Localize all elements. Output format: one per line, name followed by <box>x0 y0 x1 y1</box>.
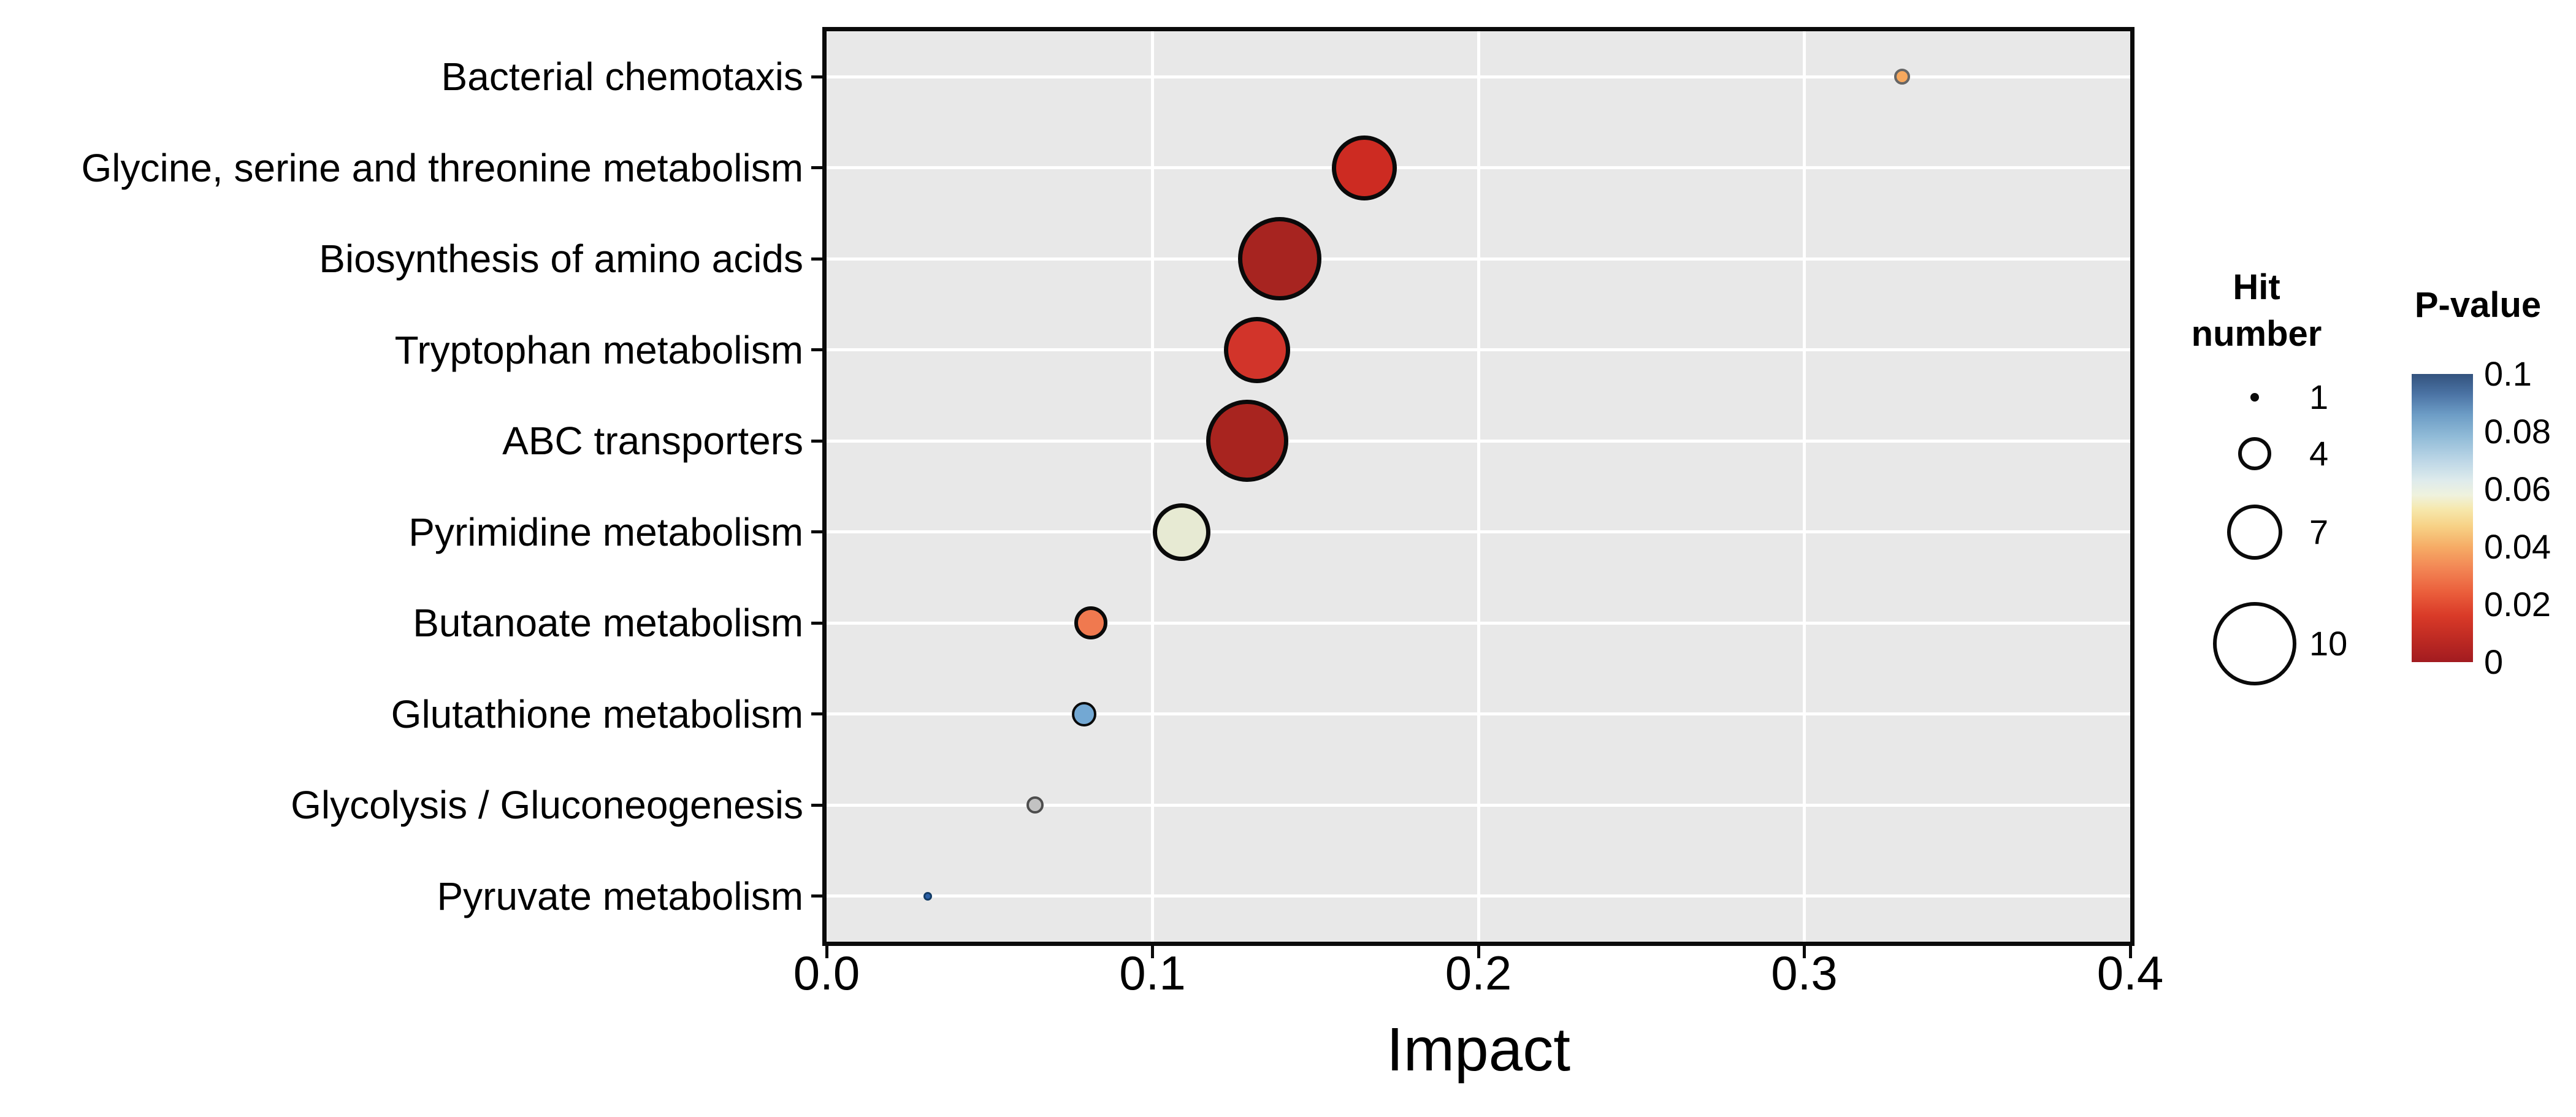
color-legend-title: P-value <box>2414 285 2542 325</box>
y-axis-tick <box>811 439 822 443</box>
y-axis-label: Pyruvate metabolism <box>437 874 803 918</box>
x-axis-tick <box>1477 946 1480 958</box>
x-axis-tick <box>1151 946 1154 958</box>
pathway-bubble <box>1237 217 1321 301</box>
pathway-bubble <box>1026 796 1044 814</box>
y-axis-tick <box>811 621 822 625</box>
y-axis-label: Biosynthesis of amino acids <box>319 237 803 281</box>
y-axis-label: Glycine, serine and threonine metabolism <box>81 145 804 190</box>
y-axis-label: ABC transporters <box>502 419 803 463</box>
pathway-bubble <box>1223 316 1290 383</box>
gridline-vertical <box>1151 31 1154 942</box>
size-legend-title-line1: Hit <box>2233 267 2280 307</box>
size-legend-value: 4 <box>2309 434 2329 473</box>
pathway-bubble <box>923 891 932 901</box>
colorbar-tick-label: 0.1 <box>2484 354 2532 393</box>
y-axis-label: Pyrimidine metabolism <box>408 509 803 554</box>
y-axis-label: Bacterial chemotaxis <box>441 55 803 99</box>
y-axis-tick <box>811 894 822 898</box>
x-axis-title: Impact <box>1386 1015 1571 1084</box>
size-legend-title-line2: number <box>2191 314 2322 354</box>
gridline-vertical <box>1803 31 1806 942</box>
x-axis-tick-label: 0.4 <box>2096 946 2164 1000</box>
y-axis-tick <box>811 712 822 716</box>
y-axis-label: Glutathione metabolism <box>391 692 803 736</box>
x-axis-tick-label: 0.1 <box>1119 946 1186 1000</box>
x-axis-tick <box>825 946 828 958</box>
colorbar-tick-label: 0.08 <box>2484 412 2551 451</box>
y-axis-tick <box>811 166 822 170</box>
y-axis-tick <box>811 348 822 352</box>
y-axis-tick <box>811 803 822 807</box>
colorbar-tick-label: 0 <box>2484 642 2504 681</box>
y-axis-label: Glycolysis / Gluconeogenesis <box>291 783 803 828</box>
pathway-bubble <box>1153 503 1211 561</box>
x-axis-tick <box>2128 946 2132 958</box>
y-axis-tick <box>811 257 822 261</box>
y-axis-label: Tryptophan metabolism <box>394 327 803 372</box>
pathway-bubble <box>1071 701 1096 726</box>
x-axis-tick <box>1803 946 1806 958</box>
x-axis-tick-label: 0.3 <box>1771 946 1838 1000</box>
colorbar-tick-label: 0.04 <box>2484 527 2551 566</box>
size-legend-circle <box>2238 437 2271 470</box>
pathway-bubble <box>1074 606 1107 640</box>
colorbar-tick-label: 0.06 <box>2484 470 2551 508</box>
x-axis-tick-label: 0.0 <box>793 946 860 1000</box>
size-legend-circle <box>2250 393 2259 402</box>
colorbar-gradient <box>2412 374 2473 662</box>
size-legend-value: 1 <box>2309 378 2329 416</box>
plot-panel <box>822 27 2135 946</box>
size-legend-value: 10 <box>2309 624 2348 663</box>
pathway-bubble <box>1894 69 1910 85</box>
y-axis-tick <box>811 75 822 78</box>
gridline-vertical <box>1477 31 1480 942</box>
y-axis-label: Butanoate metabolism <box>413 601 803 646</box>
size-legend-circle <box>2227 505 2282 560</box>
pathway-bubble <box>1331 135 1397 200</box>
x-axis-tick-label: 0.2 <box>1445 946 1512 1000</box>
size-legend-circle <box>2213 602 2296 685</box>
size-legend-value: 7 <box>2309 513 2329 551</box>
y-axis-tick <box>811 530 822 534</box>
pathway-bubble <box>1206 400 1288 482</box>
colorbar-tick-label: 0.02 <box>2484 585 2551 623</box>
